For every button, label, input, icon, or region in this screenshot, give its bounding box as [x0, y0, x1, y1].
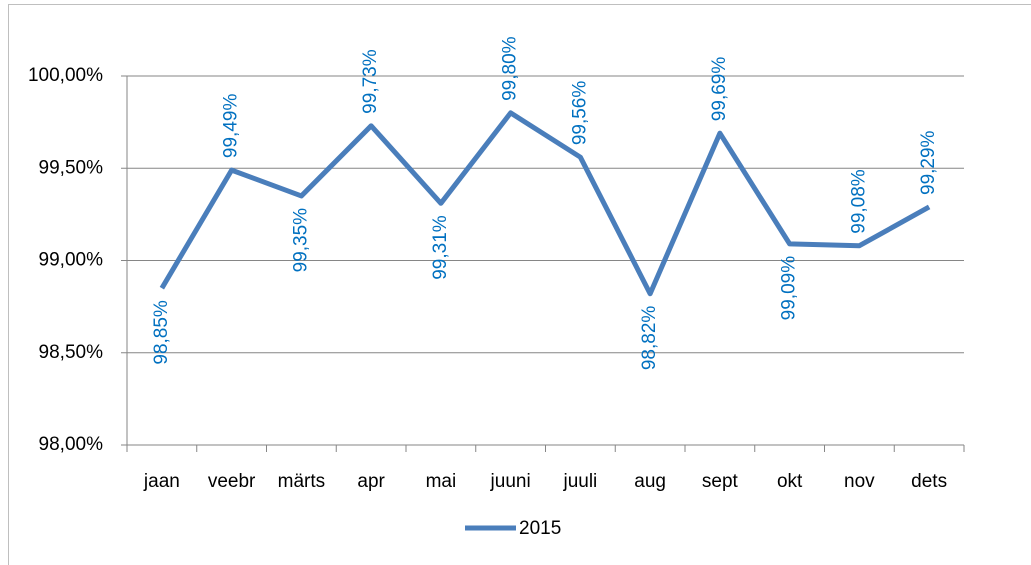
y-tick-label: 98,50% [39, 342, 104, 363]
series-line [159, 110, 931, 297]
data-label: 99,56% [569, 81, 590, 146]
y-tick-label: 99,00% [39, 250, 104, 271]
x-tick-label: veebr [208, 471, 256, 492]
y-tick-label: 99,50% [39, 157, 104, 178]
x-tick-label: apr [357, 471, 385, 492]
data-label: 99,80% [500, 36, 521, 101]
chart-border [8, 4, 1031, 565]
data-label: 99,49% [221, 94, 242, 159]
y-tick-label: 100,00% [28, 65, 103, 86]
x-tick-label: aug [634, 471, 666, 492]
data-label: 99,73% [360, 49, 381, 114]
x-tick-label: juuni [490, 471, 531, 492]
x-tick-label: nov [844, 471, 875, 492]
data-label: 99,08% [848, 169, 869, 234]
y-tick-label: 98,00% [39, 434, 104, 455]
x-tick-label: sept [702, 471, 739, 492]
data-label: 98,82% [639, 306, 660, 371]
data-label: 99,35% [290, 208, 311, 273]
x-tick-label: okt [777, 471, 803, 492]
x-tick-label: mai [426, 471, 457, 492]
data-label: 98,85% [151, 300, 172, 365]
data-label: 99,69% [709, 57, 730, 122]
x-tick-label: juuli [562, 471, 597, 492]
x-tick-label: jaan [143, 471, 180, 492]
x-tick-label: märts [278, 471, 326, 492]
data-label: 99,29% [918, 130, 939, 195]
legend-label: 2015 [519, 518, 561, 539]
data-label: 99,09% [779, 256, 800, 321]
x-tick-label: dets [911, 471, 947, 492]
data-label: 99,31% [430, 215, 451, 280]
